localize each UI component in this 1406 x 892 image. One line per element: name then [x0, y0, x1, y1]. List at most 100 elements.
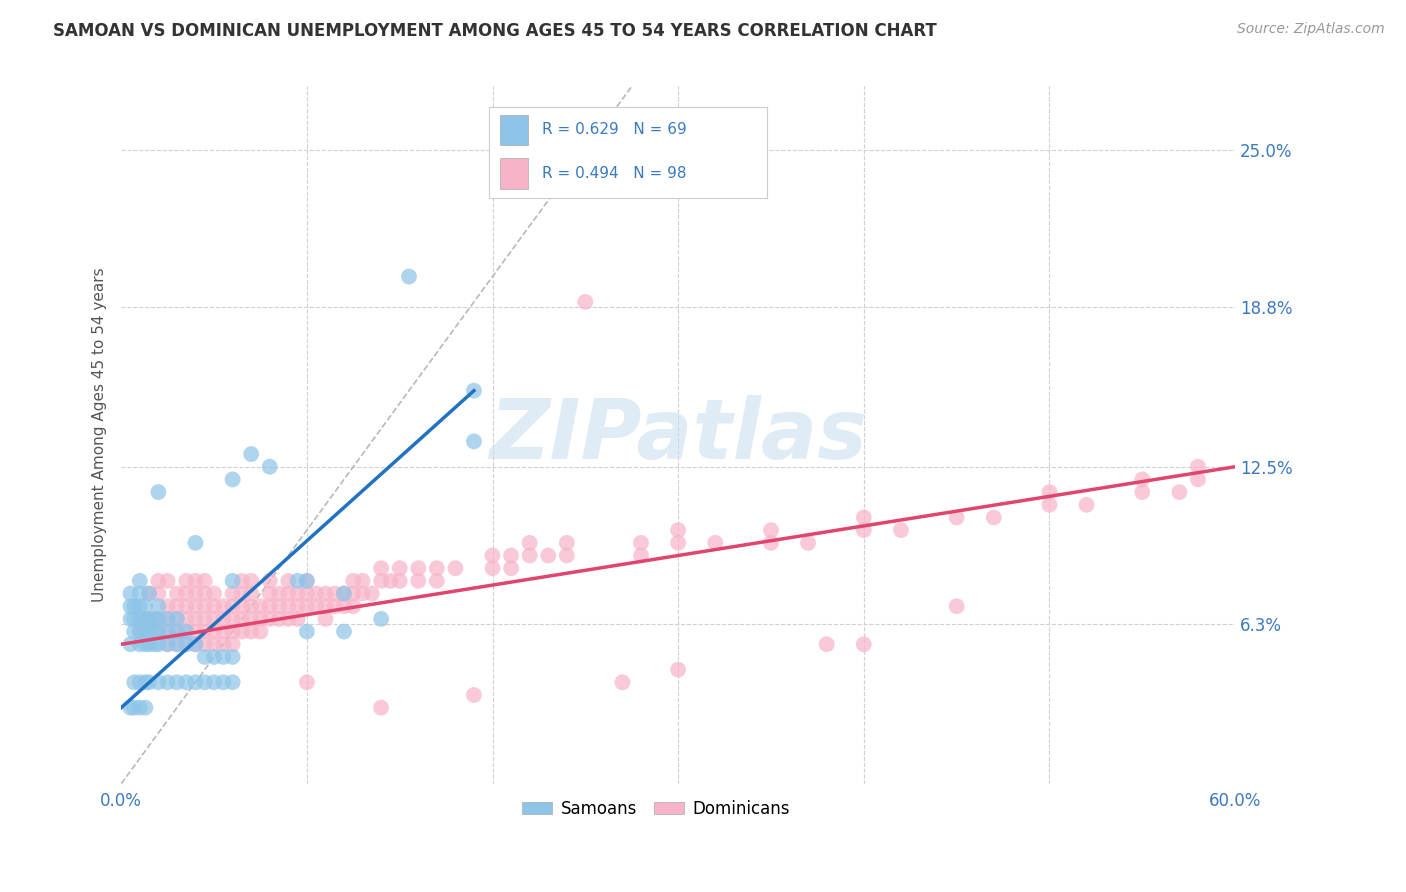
Point [212, 599, 235, 614]
Point [156, 675, 179, 690]
Point [333, 586, 356, 600]
Point [231, 574, 253, 588]
Point [128, 586, 150, 600]
Point [184, 612, 207, 626]
Point [499, 549, 522, 563]
Point [156, 612, 179, 626]
Point [148, 574, 170, 588]
Point [156, 624, 179, 639]
Point [221, 586, 243, 600]
Point [574, 294, 596, 309]
Point [148, 637, 170, 651]
Point [360, 586, 382, 600]
Point [231, 624, 253, 639]
Point [259, 612, 281, 626]
Point [406, 561, 429, 575]
Point [128, 599, 150, 614]
Point [156, 637, 179, 651]
Point [122, 675, 145, 690]
Point [295, 675, 318, 690]
Point [240, 447, 263, 461]
Point [120, 637, 142, 651]
Point [1038, 498, 1060, 512]
Point [194, 612, 217, 626]
Point [406, 574, 429, 588]
Point [277, 574, 299, 588]
Point [240, 599, 263, 614]
Point [202, 624, 225, 639]
Point [212, 612, 235, 626]
Point [388, 561, 411, 575]
Point [249, 612, 271, 626]
Point [184, 637, 207, 651]
Point [184, 637, 207, 651]
Point [249, 624, 271, 639]
Point [134, 599, 156, 614]
Point [166, 612, 188, 626]
Point [194, 624, 217, 639]
Point [333, 624, 356, 639]
Point [267, 599, 290, 614]
Point [342, 599, 364, 614]
Point [148, 675, 170, 690]
Point [202, 612, 225, 626]
Point [138, 612, 160, 626]
Point [174, 574, 197, 588]
Point [120, 612, 142, 626]
Point [1130, 485, 1153, 500]
Point [128, 612, 150, 626]
Point [759, 523, 782, 537]
Point [120, 586, 142, 600]
Point [120, 700, 142, 714]
Point [852, 510, 875, 524]
Point [231, 586, 253, 600]
Point [174, 624, 197, 639]
Point [221, 624, 243, 639]
Point [666, 523, 689, 537]
Point [184, 675, 207, 690]
Point [1130, 472, 1153, 486]
Point [122, 612, 145, 626]
Point [156, 574, 179, 588]
Point [267, 586, 290, 600]
Point [194, 675, 217, 690]
Point [945, 599, 967, 614]
Point [342, 586, 364, 600]
Point [143, 637, 166, 651]
Point [630, 536, 652, 550]
Point [555, 549, 578, 563]
Point [194, 637, 217, 651]
Point [221, 472, 243, 486]
Point [983, 789, 1005, 804]
Point [156, 624, 179, 639]
Point [128, 637, 150, 651]
Point [184, 536, 207, 550]
Point [380, 574, 402, 588]
Y-axis label: Unemployment Among Ages 45 to 54 years: Unemployment Among Ages 45 to 54 years [93, 268, 107, 602]
Point [194, 649, 217, 664]
Point [463, 384, 485, 398]
Point [221, 649, 243, 664]
Point [295, 599, 318, 614]
Point [122, 624, 145, 639]
Point [184, 599, 207, 614]
Point [174, 586, 197, 600]
Point [138, 624, 160, 639]
Point [231, 612, 253, 626]
Point [1038, 485, 1060, 500]
Point [156, 599, 179, 614]
Point [148, 599, 170, 614]
Point [174, 637, 197, 651]
Point [305, 586, 328, 600]
Point [128, 624, 150, 639]
Point [174, 675, 197, 690]
Point [398, 269, 420, 284]
Point [202, 599, 225, 614]
Point [305, 599, 328, 614]
Point [612, 675, 634, 690]
Point [122, 700, 145, 714]
Point [221, 599, 243, 614]
Point [1187, 472, 1209, 486]
Point [166, 599, 188, 614]
Point [287, 599, 309, 614]
